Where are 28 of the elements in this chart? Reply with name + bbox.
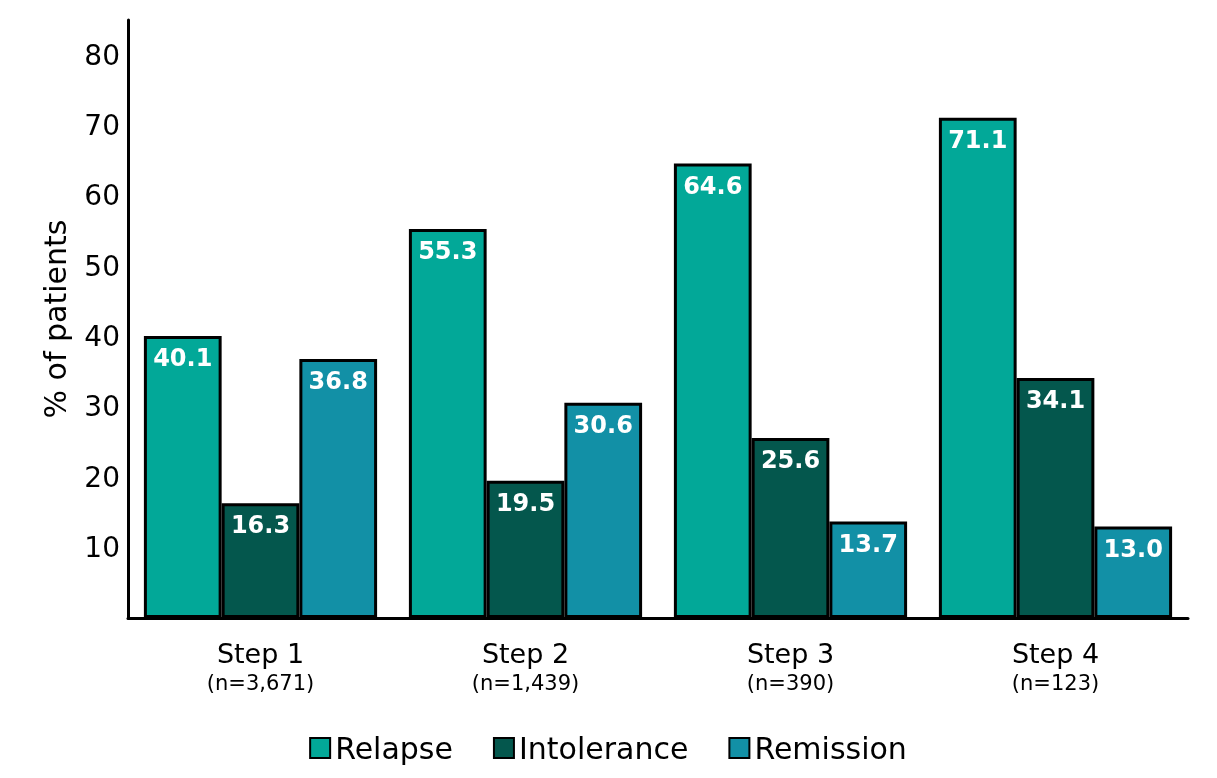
y-tick-label: 70: [84, 109, 120, 143]
x-tick-label: Step 4 (n=123): [1011, 637, 1100, 695]
y-tick-label: 40: [84, 320, 120, 354]
y-tick-label: 50: [84, 249, 120, 283]
y-axis-title: % of patients: [37, 219, 73, 419]
data-label: 64.6: [683, 171, 743, 200]
legend-label: Intolerance: [518, 730, 689, 766]
data-label: 40.1: [153, 343, 213, 372]
data-label: 25.6: [760, 445, 821, 474]
data-label: 19.5: [495, 488, 556, 517]
y-tick-label: 10: [84, 531, 120, 565]
legend-label: Remission: [754, 730, 907, 766]
y-tick-label: 20: [84, 460, 120, 494]
data-label: 36.8: [308, 367, 368, 396]
y-tick-label: 80: [84, 38, 120, 72]
x-tick-label: Step 2 (n=1,439): [471, 637, 580, 695]
data-label: 30.6: [573, 410, 633, 439]
data-label: 13.0: [1103, 534, 1163, 563]
legend-label: Relapse: [335, 730, 453, 766]
data-label: 71.1: [948, 125, 1008, 154]
x-tick-label: Step 1 (n=3,671): [206, 637, 315, 695]
y-tick-label: 60: [84, 179, 120, 213]
data-label: 16.3: [230, 511, 291, 540]
data-label: 55.3: [418, 236, 478, 265]
data-label: 13.7: [838, 529, 898, 558]
x-tick-label: Step 3 (n=390): [746, 637, 835, 695]
data-label: 34.1: [1025, 386, 1086, 415]
y-tick-label: 30: [84, 390, 120, 424]
